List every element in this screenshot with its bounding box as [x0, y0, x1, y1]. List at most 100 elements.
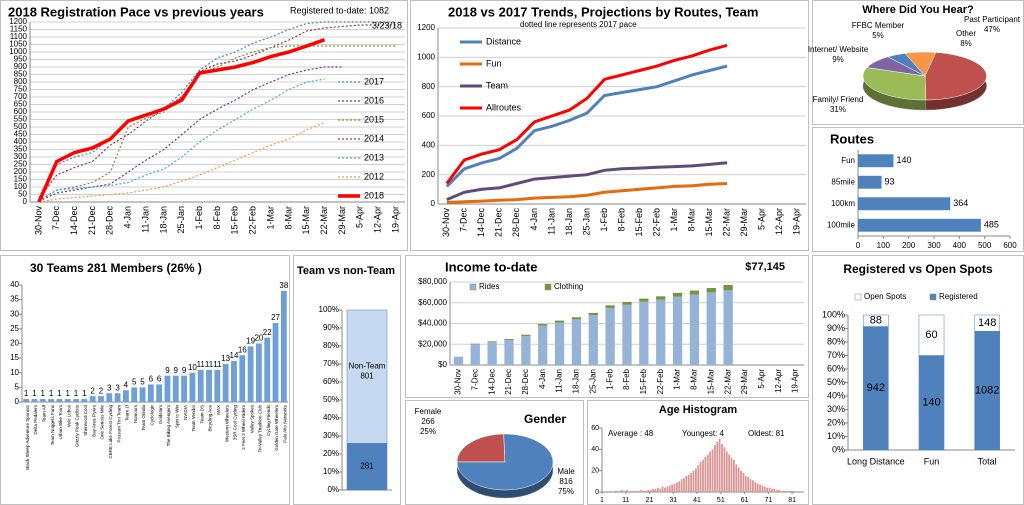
y-tick-label: 400: [14, 137, 28, 146]
value-label: 27: [271, 313, 280, 322]
histogram-bar: [628, 490, 631, 492]
y-tick-label: 1200: [9, 17, 27, 26]
y-tick-label: 700: [14, 92, 28, 101]
histogram-bar: [685, 476, 688, 492]
x-tick-label: Golden Gate Wheelers: [274, 404, 279, 451]
histogram-bar: [654, 488, 657, 492]
y-tick-label: 1200: [417, 23, 435, 32]
histogram-bar: [609, 490, 612, 492]
bar: [222, 363, 229, 402]
pie-percent: 5%: [872, 31, 884, 40]
pie-slice: [456, 433, 554, 491]
histogram-bar: [721, 444, 723, 492]
legend-swatch: [544, 283, 552, 291]
pie-label: Past Participant: [964, 15, 1021, 24]
bar: [98, 396, 104, 402]
bar-segment: [588, 315, 598, 365]
annotation: 3/23/18: [372, 20, 402, 30]
y-tick-label: 750: [14, 85, 28, 94]
x-tick-label: The Biking Avengers: [166, 404, 171, 446]
x-tick-label: 8-Feb: [212, 206, 222, 230]
y-tick-label: 250: [14, 160, 28, 169]
y-tick-label: 35: [10, 295, 19, 304]
value-label: 2: [90, 386, 95, 395]
value-label: 9: [182, 366, 187, 375]
legend-label: 2012: [364, 171, 384, 181]
x-tick-label: Team Alf: [41, 404, 46, 422]
annotation: Youngest: 4: [682, 429, 725, 438]
bar: [189, 372, 196, 402]
line: [445, 43, 728, 185]
y-tick-label: 40%: [827, 390, 845, 400]
pie-percent: 47%: [984, 25, 1000, 34]
y-tick-label: 100: [14, 182, 28, 191]
bar-segment: [918, 355, 945, 451]
legend-label: Team: [486, 80, 508, 90]
bar-segment: [538, 325, 548, 365]
bar: [64, 399, 71, 402]
x-tick-label: Numours: [133, 404, 138, 423]
value-label: 16: [238, 345, 247, 354]
value-label: 11: [213, 360, 222, 369]
bar: [114, 393, 121, 402]
bar-segment: [639, 301, 649, 365]
x-tick-label: Long Distance: [847, 456, 905, 466]
y-tick-label: 20: [591, 468, 599, 475]
y-tick-label: 450: [14, 130, 28, 139]
panel: [0, 0, 408, 251]
y-tick-label: 800: [14, 77, 28, 86]
histogram-bar: [740, 470, 742, 492]
histogram-bar: [671, 484, 673, 492]
y-tick-label: 200: [422, 170, 436, 179]
y-tick-label: 0: [431, 199, 436, 208]
legend-label: 2014: [364, 133, 384, 143]
x-tick-label: Total: [978, 456, 997, 466]
pie-slice: [862, 67, 927, 101]
x-tick-label: 81: [788, 497, 796, 504]
bar: [255, 343, 262, 402]
x-tick-label: 5-Apr: [757, 369, 766, 389]
bar-segment: [689, 290, 700, 295]
value-label: 140: [896, 155, 911, 165]
bar-segment: [521, 334, 531, 336]
value-label: 1: [82, 389, 87, 398]
y-tick-label: 10%: [827, 431, 845, 441]
histogram-bar: [633, 490, 635, 492]
x-tick-label: 14-Dec: [487, 369, 496, 395]
histogram-bar: [661, 486, 664, 492]
x-tick-label: 300: [927, 241, 941, 250]
value-label: 140: [922, 397, 940, 409]
legend-label: 2016: [364, 95, 384, 105]
histogram-bar: [782, 490, 785, 492]
x-tick-label: 14-Dec: [476, 208, 486, 238]
x-tick-label: Urban Bike Tours: [58, 404, 63, 439]
bar: [272, 323, 279, 402]
bar: [858, 218, 981, 232]
histogram-bar: [656, 487, 659, 492]
x-tick-label: 15-Mar: [301, 206, 311, 235]
y-tick-label: 300: [14, 152, 28, 161]
x-tick-label: Tri-Valley Triathlon Club: [258, 405, 263, 453]
y-tick-label: 100%: [319, 305, 339, 314]
legend-label: 2017: [364, 76, 384, 86]
value-label: 148: [978, 317, 996, 329]
legend-label: Fun: [486, 58, 502, 68]
pie-slice: [456, 433, 506, 463]
value-label: 1: [49, 389, 54, 398]
value-label: 14: [230, 351, 239, 360]
value-label: 3: [107, 383, 112, 392]
bar-segment: [605, 305, 615, 308]
bar: [106, 393, 113, 402]
pie-percent: 9%: [832, 55, 844, 64]
y-tick-label: 60: [591, 425, 599, 432]
y-tick-label: 900: [14, 62, 28, 71]
histogram-bar: [623, 490, 626, 492]
chart-title: 30 Teams 281 Members (26% ): [30, 261, 202, 275]
value-label: 9: [174, 366, 179, 375]
line: [446, 182, 728, 204]
bar-segment: [346, 443, 388, 491]
x-tick-label: Black Sheep Adventure Sponsor: [25, 405, 30, 470]
pie-percent: 25%: [420, 427, 436, 436]
bar-segment: [639, 298, 649, 302]
x-tick-label: Western Wheelers: [224, 404, 229, 442]
